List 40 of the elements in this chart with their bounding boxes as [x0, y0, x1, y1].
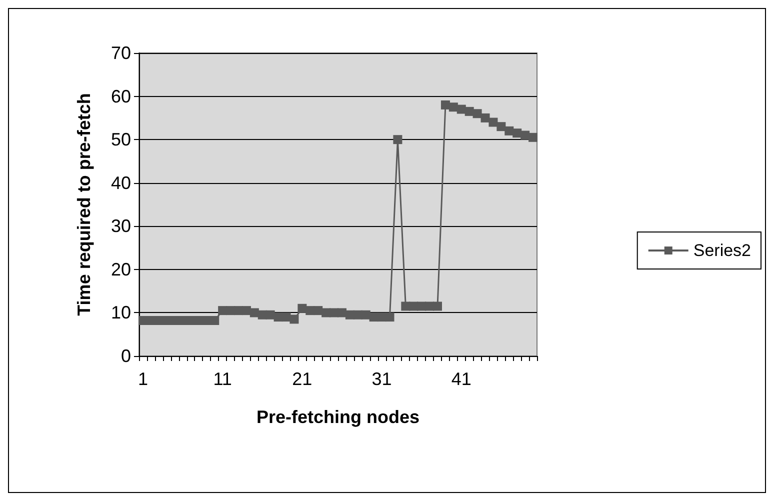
point — [464, 106, 474, 116]
y-tick-label: 10 — [110, 302, 131, 323]
point — [385, 312, 394, 322]
point — [314, 306, 323, 316]
x-tick-label: 21 — [292, 369, 312, 389]
point — [290, 314, 299, 324]
point — [266, 310, 275, 320]
point — [448, 102, 458, 112]
point — [337, 308, 346, 318]
point — [298, 304, 307, 313]
point — [488, 118, 498, 127]
y-tick-label: 40 — [110, 172, 131, 193]
x-tick-label: 41 — [451, 369, 472, 389]
point — [210, 316, 220, 326]
y-tick-label: 60 — [110, 86, 131, 106]
point — [440, 100, 450, 110]
x-tick-label: 31 — [372, 369, 392, 389]
y-tick-label: 20 — [110, 259, 131, 280]
point — [480, 113, 490, 122]
point — [456, 104, 466, 114]
point — [250, 308, 259, 318]
legend-label: Series2 — [693, 241, 751, 260]
y-tick-label: 30 — [110, 216, 131, 236]
y-tick-label: 70 — [110, 43, 131, 63]
point — [361, 310, 370, 320]
x-axis-title: Pre-fetching nodes — [256, 407, 420, 427]
point — [512, 128, 522, 138]
point — [520, 130, 530, 140]
point — [528, 132, 538, 142]
point — [242, 306, 251, 316]
y-axis-title: Time required to pre-fetch — [74, 93, 94, 316]
point — [496, 122, 506, 132]
point — [433, 302, 442, 311]
y-tick-label: 0 — [120, 346, 131, 366]
y-tick-label: 50 — [110, 130, 131, 150]
point — [504, 126, 514, 136]
x-tick-label: 11 — [213, 369, 232, 389]
point — [472, 109, 482, 118]
point — [393, 135, 402, 144]
x-tick-label: 1 — [138, 369, 148, 389]
